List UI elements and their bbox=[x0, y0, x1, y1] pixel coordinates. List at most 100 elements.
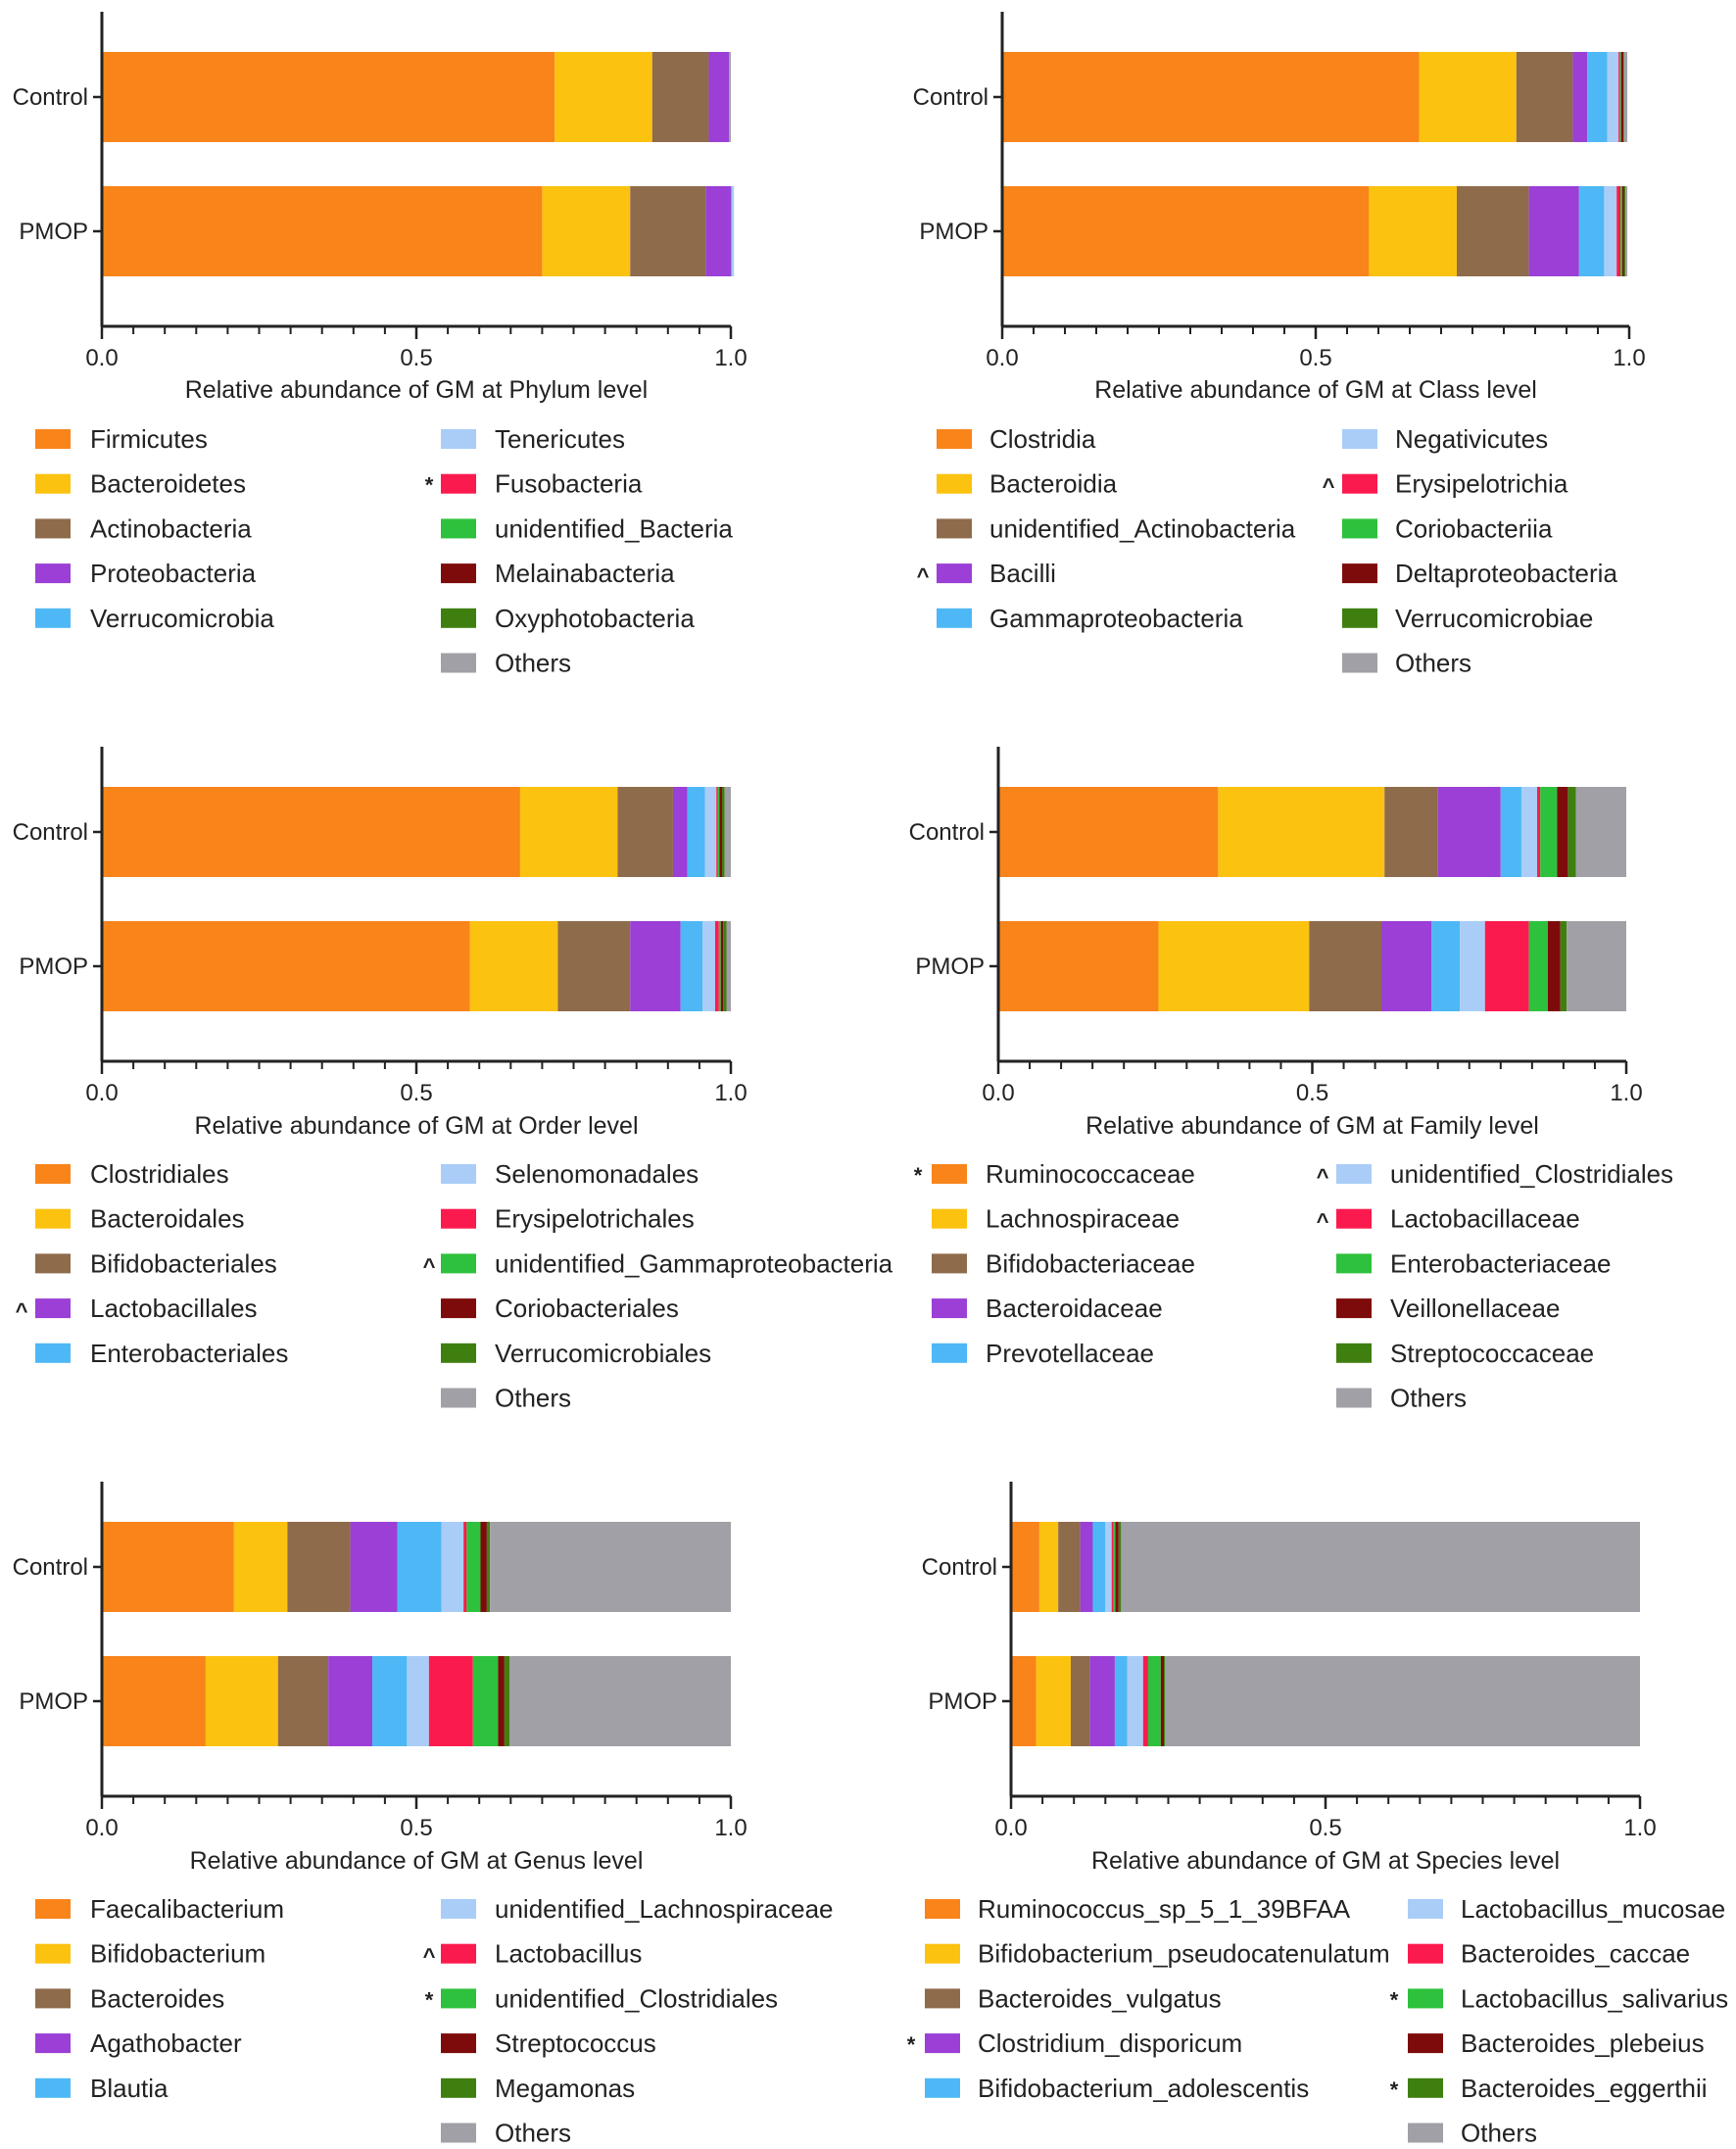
bar-segment-pmop-10 bbox=[723, 921, 727, 1011]
legend-label: Lachnospiraceae bbox=[986, 1204, 1180, 1234]
legend-swatch bbox=[35, 1943, 71, 1964]
significance-marker: * bbox=[425, 1987, 434, 2012]
bar-segment-control-2 bbox=[233, 1522, 288, 1612]
bar-segment-control-10 bbox=[1623, 52, 1624, 142]
legend-item: * Bacteroides_eggerthii bbox=[1390, 2074, 1708, 2103]
chart-panel-4: Control PMOP 0.0 0.5 1.0 Relative abundance o… bbox=[909, 747, 1673, 1413]
bar-segment-pmop-1 bbox=[1002, 186, 1370, 276]
legend-label: Prevotellaceae bbox=[986, 1339, 1154, 1368]
legend-label: Lactobacillales bbox=[90, 1294, 258, 1323]
legend-item: Streptococcaceae bbox=[1336, 1339, 1594, 1368]
bar-segment-pmop-10 bbox=[504, 1656, 510, 1746]
legend-swatch bbox=[35, 1208, 71, 1229]
x-tick-label: 1.0 bbox=[1623, 1815, 1656, 1841]
bar-segment-pmop-6 bbox=[702, 921, 715, 1011]
x-tick-label: 0.5 bbox=[1296, 1080, 1328, 1106]
legend-label: Proteobacteria bbox=[90, 559, 257, 588]
bar-segment-control-5 bbox=[1587, 52, 1608, 142]
bar-segment-pmop-9 bbox=[498, 1656, 505, 1746]
legend-label: Veillonellaceae bbox=[1390, 1294, 1560, 1323]
bar-segment-control-9 bbox=[1115, 1522, 1119, 1612]
bar-segment-control-4 bbox=[708, 52, 730, 142]
legend-swatch bbox=[932, 1253, 967, 1274]
legend-swatch bbox=[1342, 518, 1377, 539]
legend-label: Bifidobacteriales bbox=[90, 1248, 277, 1278]
legend-label: Enterobacteriaceae bbox=[1390, 1248, 1611, 1278]
legend-label: Verrucomicrobiae bbox=[1395, 604, 1593, 633]
x-tick-label: 1.0 bbox=[714, 1815, 747, 1841]
bar-segment-control-9 bbox=[1620, 52, 1624, 142]
legend-item: Others bbox=[1336, 1384, 1467, 1413]
legend-swatch bbox=[441, 1388, 476, 1408]
legend-label: unidentified_Bacteria bbox=[495, 513, 733, 543]
legend-swatch bbox=[441, 563, 476, 584]
legend-item: Enterobacteriales bbox=[35, 1339, 288, 1368]
legend-swatch bbox=[441, 1343, 476, 1363]
legend-item: Others bbox=[1342, 649, 1471, 678]
bar-segment-control-3 bbox=[651, 52, 709, 142]
legend-label: Bacteroides_vulgatus bbox=[978, 1983, 1222, 2013]
significance-marker: * bbox=[425, 473, 434, 498]
bar-segment-pmop-5 bbox=[1114, 1656, 1128, 1746]
bar-segment-control-1 bbox=[102, 787, 520, 877]
legend-item: Bacteroides bbox=[35, 1983, 224, 2013]
bar-segment-pmop-9 bbox=[720, 921, 724, 1011]
bar-segment-pmop-5 bbox=[1431, 921, 1461, 1011]
x-tick-label: 1.0 bbox=[714, 345, 747, 371]
significance-marker: ^ bbox=[1323, 474, 1335, 499]
bar-segment-control-7 bbox=[463, 1522, 467, 1612]
bar-segment-pmop-1 bbox=[102, 1656, 206, 1746]
legend-label: unidentified_Actinobacteria bbox=[989, 513, 1296, 543]
bar-segment-control-4 bbox=[1080, 1522, 1093, 1612]
bar-segment-control-3 bbox=[1516, 52, 1573, 142]
bar-segment-pmop-11 bbox=[726, 921, 731, 1011]
legend-label: Bacteroides_plebeius bbox=[1461, 2028, 1705, 2058]
bar-segment-control-1 bbox=[998, 787, 1219, 877]
x-axis-title: Relative abundance of GM at Class level bbox=[1094, 376, 1537, 404]
legend-5: Faecalibacterium Bifidobacterium Bacteroid… bbox=[35, 1894, 834, 2148]
bar-segment-control-3 bbox=[1058, 1522, 1081, 1612]
legend-label: Blautia bbox=[90, 2074, 169, 2103]
legend-item: Others bbox=[441, 649, 571, 678]
bar-segment-control-5 bbox=[1092, 1522, 1106, 1612]
category-label: PMOP bbox=[19, 219, 88, 245]
chart-panel-6: Control PMOP 0.0 0.5 1.0 Relative abundance o… bbox=[907, 1482, 1728, 2148]
bar-segment-control-6 bbox=[441, 1522, 464, 1612]
legend-item: unidentified_Actinobacteria bbox=[937, 513, 1296, 543]
legend-item: Firmicutes bbox=[35, 424, 208, 454]
x-axis-title: Relative abundance of GM at Family level bbox=[1085, 1112, 1539, 1140]
legend-label: Lactobacillaceae bbox=[1390, 1204, 1580, 1234]
legend-label: Others bbox=[1390, 1384, 1467, 1413]
legend-item: Bacteroides_plebeius bbox=[1408, 2028, 1705, 2058]
legend-swatch bbox=[932, 1298, 967, 1319]
bar-segment-pmop-8 bbox=[1620, 186, 1622, 276]
category-label: Control bbox=[913, 84, 989, 111]
legend-swatch bbox=[932, 1343, 967, 1363]
legend-label: Bacteroides_caccae bbox=[1461, 1939, 1690, 1969]
bar-segment-control-9 bbox=[480, 1522, 487, 1612]
bar-segment-control-11 bbox=[490, 1522, 731, 1612]
bar-segment-pmop-7 bbox=[428, 1656, 473, 1746]
legend-item: * Lactobacillus_salivarius bbox=[1390, 1983, 1728, 2013]
bar-segment-pmop-7 bbox=[714, 921, 719, 1011]
legend-item: * Fusobacteria bbox=[425, 469, 643, 499]
bar-segment-control-6 bbox=[704, 787, 717, 877]
legend-item: Clostridia bbox=[937, 424, 1096, 454]
bar-segment-control-5 bbox=[397, 1522, 442, 1612]
bar-segment-control-1 bbox=[1011, 1522, 1039, 1612]
legend-label: Clostridiales bbox=[90, 1159, 229, 1189]
legend-label: Enterobacteriales bbox=[90, 1339, 288, 1368]
significance-marker: ^ bbox=[1317, 1164, 1329, 1189]
bar-segment-pmop-11 bbox=[1165, 1656, 1640, 1746]
legend-label: Streptococcaceae bbox=[1390, 1339, 1594, 1368]
legend-swatch bbox=[35, 1298, 71, 1319]
legend-label: Coriobacteriales bbox=[495, 1294, 679, 1323]
legend-item: Blautia bbox=[35, 2074, 169, 2103]
x-tick-label: 0.5 bbox=[400, 1080, 432, 1106]
bar-segment-control-2 bbox=[1038, 1522, 1059, 1612]
bar-segment-pmop-6 bbox=[1460, 921, 1485, 1011]
bar-segment-pmop-1 bbox=[998, 921, 1159, 1011]
bar-segment-control-2 bbox=[1218, 787, 1385, 877]
category-label: PMOP bbox=[919, 219, 989, 245]
